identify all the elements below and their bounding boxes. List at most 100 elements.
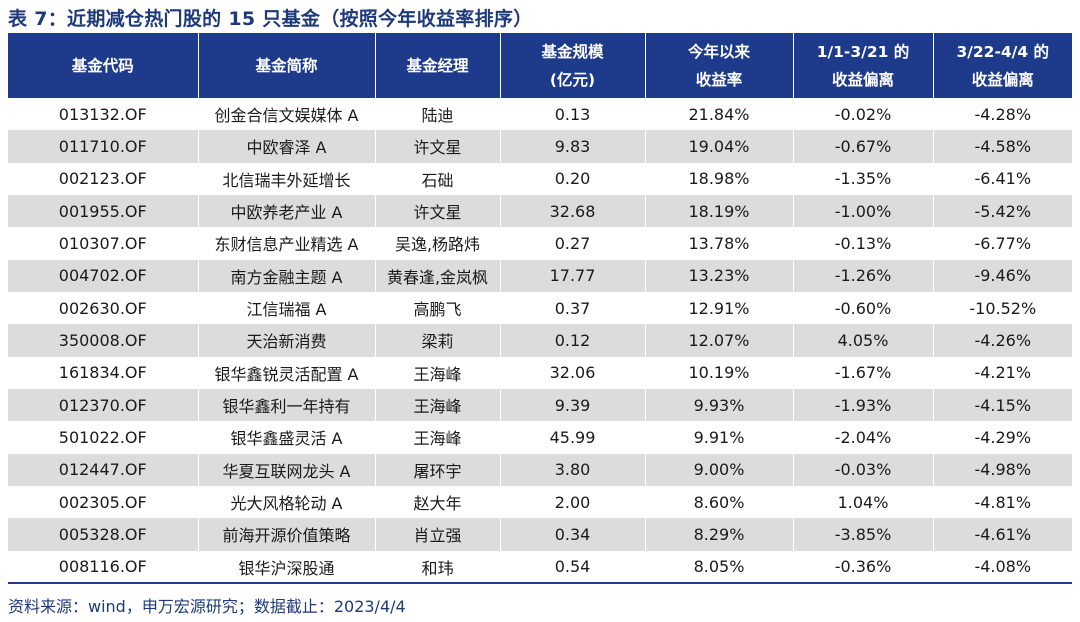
- cell-ytd-return: 9.91%: [644, 421, 793, 454]
- column-header-deviation-0322-0404: 3/22-4/4 的收益偏离: [932, 33, 1072, 98]
- cell-deviation-0322-0404: -4.29%: [932, 421, 1072, 454]
- cell-fund-code: 012447.OF: [8, 453, 198, 486]
- cell-ytd-return: 12.91%: [644, 291, 793, 325]
- table-row: 004702.OF 南方金融主题 A 黄春逢,金岚枫 17.77 13.23% -1.26…: [8, 259, 1072, 292]
- cell-ytd-return: 9.00%: [644, 453, 793, 486]
- column-header-fund-name: 基金简称: [197, 33, 375, 98]
- cell-deviation-0101-0321: -3.85%: [792, 518, 933, 551]
- cell-fund-name: 天治新消费: [197, 324, 375, 357]
- cell-deviation-0322-0404: -6.77%: [932, 227, 1072, 260]
- cell-fund-code: 013132.OF: [8, 98, 198, 131]
- cell-deviation-0101-0321: -1.26%: [792, 259, 933, 292]
- cell-deviation-0101-0321: -2.04%: [792, 421, 933, 454]
- table-row: 350008.OF 天治新消费 梁莉 0.12 12.07% 4.05% -4.26%: [8, 324, 1072, 357]
- cell-fund-manager: 吴逸,杨路炜: [374, 227, 500, 260]
- cell-deviation-0322-0404: -4.08%: [932, 550, 1072, 583]
- table-row: 002630.OF 江信瑞福 A 高鹏飞 0.37 12.91% -0.60% -10.52…: [8, 291, 1072, 325]
- cell-deviation-0101-0321: -0.03%: [792, 453, 933, 486]
- cell-fund-size: 32.06: [499, 356, 645, 389]
- cell-deviation-0101-0321: -1.93%: [792, 388, 933, 422]
- column-header-fund-size: 基金规模 (亿元): [499, 33, 645, 98]
- cell-fund-name: 中欧睿泽 A: [197, 130, 375, 163]
- column-header-line1: 基金简称: [255, 56, 318, 75]
- cell-fund-name: 前海开源价值策略: [197, 518, 375, 551]
- cell-fund-manager: 赵大年: [374, 485, 500, 519]
- cell-fund-size: 45.99: [499, 421, 645, 454]
- cell-fund-manager: 黄春逢,金岚枫: [374, 259, 500, 292]
- cell-fund-size: 17.77: [499, 259, 645, 292]
- source-note: 资料来源：wind，申万宏源研究；数据截止：2023/4/4: [8, 597, 406, 616]
- column-header-line2: (亿元): [549, 70, 596, 89]
- cell-fund-name: 光大风格轮动 A: [197, 485, 375, 519]
- cell-fund-code: 012370.OF: [8, 388, 198, 422]
- table-row: 011710.OF 中欧睿泽 A 许文星 9.83 19.04% -0.67% -4.58%: [8, 130, 1072, 163]
- cell-fund-size: 0.54: [499, 550, 645, 583]
- cell-fund-manager: 石础: [374, 162, 500, 195]
- bottom-rule: [8, 582, 1072, 584]
- cell-fund-manager: 王海峰: [374, 421, 500, 454]
- cell-ytd-return: 13.23%: [644, 259, 793, 292]
- cell-fund-name: 华夏互联网龙头 A: [197, 453, 375, 486]
- table-row: 013132.OF 创金合信文娱媒体 A 陆迪 0.13 21.84% -0.02% -4.…: [8, 98, 1072, 131]
- cell-fund-manager: 肖立强: [374, 518, 500, 551]
- cell-deviation-0322-0404: -4.58%: [932, 130, 1072, 163]
- cell-fund-size: 2.00: [499, 485, 645, 519]
- table-row: 008116.OF 银华沪深股通 和玮 0.54 8.05% -0.36% -4.08%: [8, 550, 1072, 583]
- cell-fund-code: 008116.OF: [8, 550, 198, 583]
- column-header-line2: 收益率: [695, 70, 743, 89]
- cell-ytd-return: 12.07%: [644, 324, 793, 357]
- cell-fund-size: 0.20: [499, 162, 645, 195]
- cell-fund-code: 011710.OF: [8, 130, 198, 163]
- cell-fund-code: 004702.OF: [8, 259, 198, 292]
- cell-ytd-return: 18.19%: [644, 194, 793, 228]
- column-header-ytd-return: 今年以来 收益率: [644, 33, 793, 98]
- cell-fund-code: 005328.OF: [8, 518, 198, 551]
- cell-fund-code: 161834.OF: [8, 356, 198, 389]
- cell-fund-manager: 梁莉: [374, 324, 500, 357]
- cell-fund-manager: 王海峰: [374, 356, 500, 389]
- cell-fund-size: 0.37: [499, 291, 645, 325]
- cell-ytd-return: 9.93%: [644, 388, 793, 422]
- cell-fund-code: 501022.OF: [8, 421, 198, 454]
- cell-ytd-return: 21.84%: [644, 98, 793, 131]
- cell-fund-manager: 王海峰: [374, 388, 500, 422]
- cell-fund-size: 0.34: [499, 518, 645, 551]
- cell-fund-name: 银华沪深股通: [197, 550, 375, 583]
- cell-fund-code: 002630.OF: [8, 291, 198, 325]
- cell-fund-size: 9.39: [499, 388, 645, 422]
- cell-ytd-return: 8.60%: [644, 485, 793, 519]
- cell-fund-name: 东财信息产业精选 A: [197, 227, 375, 260]
- cell-deviation-0322-0404: -4.81%: [932, 485, 1072, 519]
- cell-fund-size: 0.13: [499, 98, 645, 131]
- cell-deviation-0322-0404: -4.26%: [932, 324, 1072, 357]
- cell-fund-size: 9.83: [499, 130, 645, 163]
- cell-fund-manager: 高鹏飞: [374, 291, 500, 325]
- column-header-line2: 收益偏离: [831, 70, 894, 89]
- column-header-fund-code: 基金代码: [8, 33, 198, 98]
- cell-fund-manager: 屠环宇: [374, 453, 500, 486]
- cell-ytd-return: 10.19%: [644, 356, 793, 389]
- cell-ytd-return: 8.05%: [644, 550, 793, 583]
- column-header-line1: 基金规模: [541, 42, 604, 61]
- column-header-fund-manager: 基金经理: [374, 33, 500, 98]
- column-header-line1: 1/1-3/21 的: [816, 42, 910, 61]
- cell-fund-name: 北信瑞丰外延增长: [197, 162, 375, 195]
- cell-fund-size: 0.12: [499, 324, 645, 357]
- table-row: 002123.OF 北信瑞丰外延增长 石础 0.20 18.98% -1.35% -6.41…: [8, 162, 1072, 195]
- fund-table: 基金代码 基金简称 基金经理 基金规模 (亿元) 今年以来 收益率 1/1-3/21 的收益偏…: [8, 33, 1072, 583]
- cell-deviation-0322-0404: -4.98%: [932, 453, 1072, 486]
- column-header-line1: 基金代码: [71, 56, 134, 75]
- cell-fund-name: 南方金融主题 A: [197, 259, 375, 292]
- table-row: 012370.OF 银华鑫利一年持有 王海峰 9.39 9.93% -1.93% -4.15…: [8, 388, 1072, 422]
- cell-fund-name: 江信瑞福 A: [197, 291, 375, 325]
- cell-deviation-0322-0404: -4.28%: [932, 98, 1072, 131]
- cell-fund-manager: 和玮: [374, 550, 500, 583]
- cell-fund-code: 002123.OF: [8, 162, 198, 195]
- table-row: 501022.OF 银华鑫盛灵活 A 王海峰 45.99 9.91% -2.04% -4.2…: [8, 421, 1072, 454]
- table-body: 013132.OF 创金合信文娱媒体 A 陆迪 0.13 21.84% -0.02% -4.…: [8, 98, 1072, 583]
- cell-fund-size: 32.68: [499, 194, 645, 228]
- fund-table-container: 基金代码 基金简称 基金经理 基金规模 (亿元) 今年以来 收益率 1/1-3/21 的收益偏…: [8, 33, 1072, 583]
- cell-deviation-0322-0404: -4.15%: [932, 388, 1072, 422]
- cell-fund-size: 0.27: [499, 227, 645, 260]
- column-header-line2: 收益偏离: [971, 70, 1034, 89]
